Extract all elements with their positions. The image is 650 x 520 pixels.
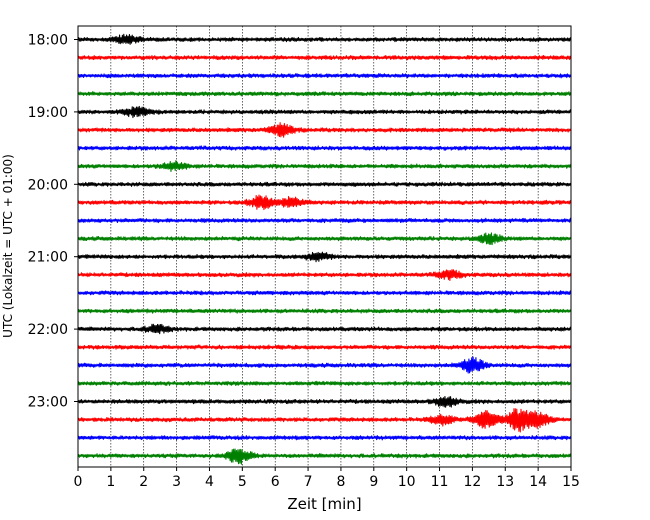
- trace-row-2030: [77, 217, 572, 224]
- trace-row-1945: [77, 160, 572, 172]
- trace-row-2245: [77, 380, 572, 387]
- trace-row-2115: [77, 269, 572, 281]
- x-axis-ticks: 0 1 2 3 4 5 6 7 8 9 10 11 12 13 14 15: [74, 467, 580, 490]
- trace-row-2000: [77, 181, 572, 187]
- x-tick-label-7: 7: [304, 474, 313, 490]
- x-tick-label-3: 3: [172, 474, 181, 490]
- x-tick-label-11: 11: [431, 474, 449, 490]
- x-tick-label-9: 9: [369, 474, 378, 490]
- trace-row-2015: [77, 194, 572, 211]
- x-tick-label-15: 15: [562, 474, 580, 490]
- y-tick-label-21:00: 21:00: [28, 250, 68, 266]
- trace-row-2330: [77, 435, 572, 441]
- y-tick-label-23:00: 23:00: [28, 395, 68, 411]
- x-tick-label-13: 13: [496, 474, 514, 490]
- trace-layer: [77, 33, 572, 465]
- x-tick-label-10: 10: [398, 474, 416, 490]
- plot-frame: [77, 25, 572, 468]
- grid-layer: [110, 26, 539, 467]
- y-axis-ticks: 18:00 19:00 20:00 21:00 22:00 23:00: [28, 33, 78, 411]
- trace-row-1915: [77, 122, 572, 138]
- trace-row-2300: [77, 396, 572, 408]
- trace-row-2215: [77, 344, 572, 350]
- x-axis-label: Zeit [min]: [287, 495, 361, 513]
- trace-row-1800: [77, 33, 572, 45]
- x-tick-label-1: 1: [106, 474, 115, 490]
- x-tick-label-14: 14: [529, 474, 547, 490]
- trace-row-1900: [77, 105, 572, 119]
- trace-row-1930: [77, 145, 572, 151]
- trace-row-1830: [77, 73, 572, 79]
- trace-row-2230: [77, 356, 572, 374]
- x-tick-label-2: 2: [139, 474, 148, 490]
- y-tick-label-22:00: 22:00: [28, 322, 68, 338]
- x-tick-label-5: 5: [238, 474, 247, 490]
- trace-row-2045: [77, 232, 572, 246]
- trace-row-2145: [77, 308, 572, 314]
- x-tick-label-12: 12: [463, 474, 481, 490]
- x-tick-label-8: 8: [336, 474, 345, 490]
- y-tick-label-20:00: 20:00: [28, 177, 68, 193]
- y-axis-label: UTC (Lokalzeit = UTC + 01:00): [1, 154, 15, 338]
- y-tick-label-19:00: 19:00: [28, 105, 68, 121]
- trace-row-2315: [77, 408, 572, 433]
- trace-row-2100: [77, 251, 572, 263]
- trace-row-1845: [77, 91, 572, 97]
- trace-row-2130: [77, 290, 572, 296]
- trace-row-2345: [77, 448, 572, 465]
- x-tick-label-4: 4: [205, 474, 214, 490]
- trace-row-2200: [77, 323, 572, 335]
- x-tick-label-6: 6: [271, 474, 280, 490]
- trace-row-1815: [77, 54, 572, 61]
- x-tick-label-0: 0: [74, 474, 83, 490]
- y-tick-label-18:00: 18:00: [28, 33, 68, 49]
